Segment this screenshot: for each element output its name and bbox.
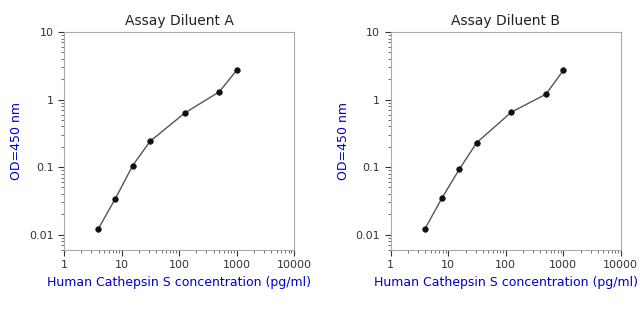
X-axis label: Human Cathepsin S concentration (pg/ml): Human Cathepsin S concentration (pg/ml) [47, 276, 311, 289]
X-axis label: Human Cathepsin S concentration (pg/ml): Human Cathepsin S concentration (pg/ml) [374, 276, 637, 289]
Title: Assay Diluent A: Assay Diluent A [125, 14, 234, 28]
Y-axis label: OD=450 nm: OD=450 nm [337, 102, 350, 180]
Title: Assay Diluent B: Assay Diluent B [451, 14, 560, 28]
Y-axis label: OD=450 nm: OD=450 nm [10, 102, 24, 180]
